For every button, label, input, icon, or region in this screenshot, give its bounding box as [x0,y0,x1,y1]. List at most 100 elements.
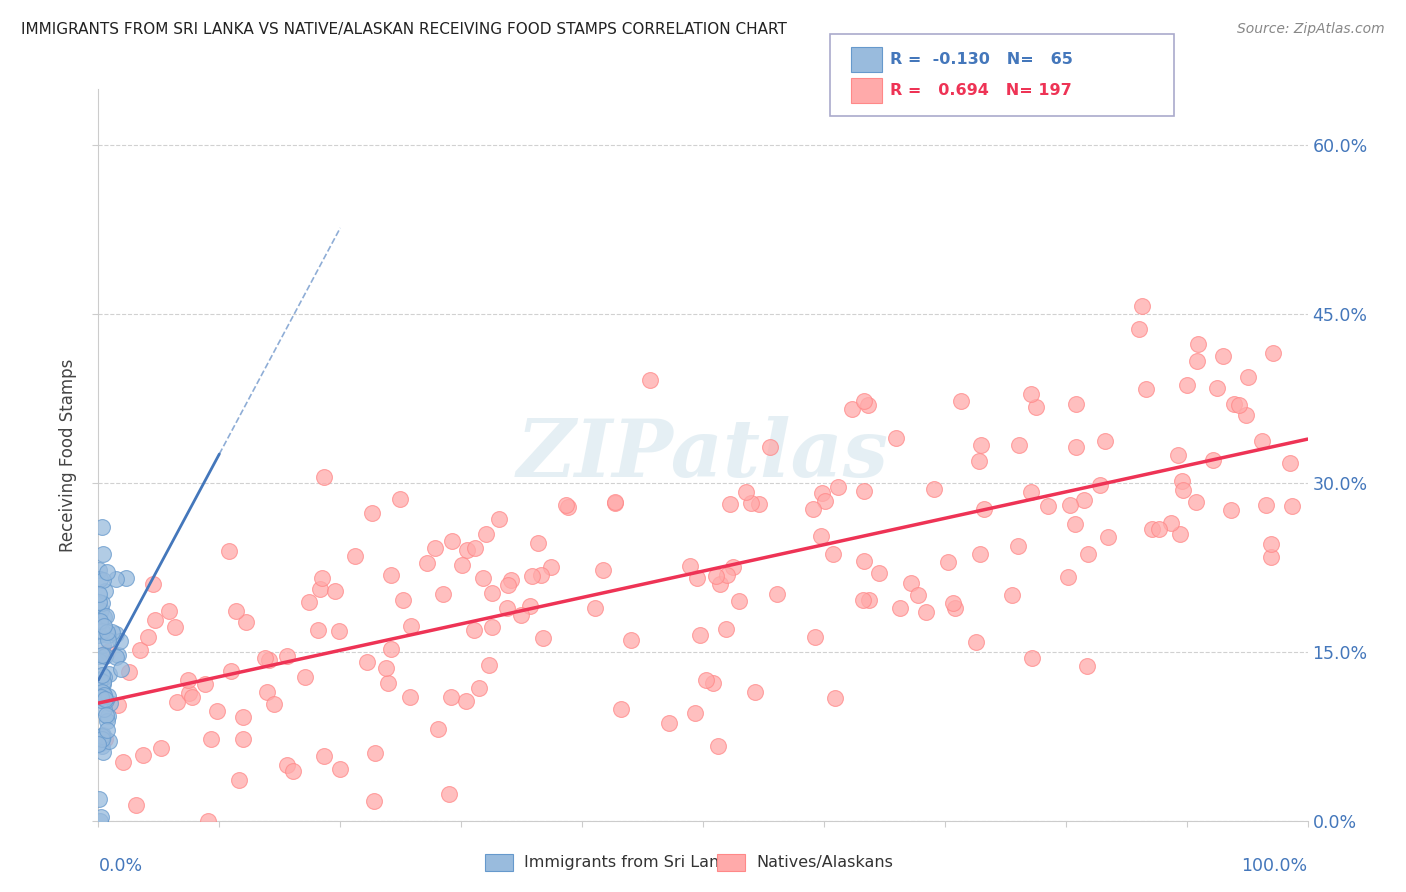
Point [1021,650,1043,665]
Point [142,576,165,591]
Point [1076,659,1098,673]
Point [94,692,117,706]
Point [1064,440,1087,454]
Point [714,622,737,636]
Point [91,732,114,747]
Point [94,707,117,722]
Point [329,763,352,777]
Point [481,620,503,634]
Point [853,393,876,408]
Point [748,497,770,511]
Point [104,572,127,586]
Point [1187,337,1209,351]
Point [93,619,115,633]
Text: Natives/Alaskans: Natives/Alaskans [756,855,893,870]
Point [90,520,112,534]
Point [1281,499,1303,513]
Point [91,668,114,682]
Point [685,706,707,720]
Text: IMMIGRANTS FROM SRI LANKA VS NATIVE/ALASKAN RECEIVING FOOD STAMPS CORRELATION CH: IMMIGRANTS FROM SRI LANKA VS NATIVE/ALAS… [21,22,787,37]
Point [530,568,553,582]
Point [380,641,402,656]
Point [679,559,702,574]
Point [90,602,112,616]
Point [225,604,247,618]
Point [97,632,120,647]
Point [620,632,643,647]
Point [922,482,945,496]
Point [1220,503,1243,517]
Point [309,582,332,596]
Point [509,607,531,622]
Point [96,693,118,707]
Point [949,393,972,408]
Point [531,632,554,646]
Point [938,555,960,569]
Point [93,730,115,744]
Text: R =  -0.130   N=   65: R = -0.130 N= 65 [890,53,1073,67]
Point [380,567,402,582]
Point [603,494,626,508]
Point [583,601,606,615]
Point [361,506,384,520]
Point [841,401,863,416]
Point [735,484,758,499]
Point [104,650,127,665]
Point [1185,495,1208,509]
Point [1167,448,1189,462]
Point [328,624,350,638]
Point [456,694,478,708]
Text: Immigrants from Sri Lanka: Immigrants from Sri Lanka [524,855,738,870]
Point [856,398,879,412]
Point [110,662,132,676]
Point [165,620,187,634]
Point [256,685,278,699]
Point [1036,500,1059,514]
Point [89,572,111,586]
Point [1170,527,1192,541]
Point [197,814,219,828]
Point [118,665,141,679]
Point [115,571,138,585]
Point [463,623,485,637]
Point [1140,522,1163,536]
Point [1260,549,1282,564]
Point [149,741,172,756]
Point [283,764,305,778]
Point [467,681,489,695]
Point [488,512,510,526]
Point [89,814,111,828]
Point [943,601,966,615]
Point [93,688,115,702]
Point [166,695,188,709]
Point [90,693,112,707]
Point [638,373,661,387]
Point [94,583,117,598]
Point [401,619,423,633]
Text: 100.0%: 100.0% [1241,857,1308,875]
Point [720,497,742,511]
Point [194,677,217,691]
Point [93,728,115,742]
Point [456,543,478,558]
Point [1202,452,1225,467]
Point [374,661,396,675]
Point [439,690,461,704]
Point [889,600,911,615]
Point [1063,517,1085,532]
Point [363,794,385,808]
Point [96,565,118,579]
Point [98,666,121,681]
Point [97,628,120,642]
Point [93,610,115,624]
Point [87,737,110,751]
Point [852,483,875,498]
Point [98,696,121,710]
Point [475,526,498,541]
Point [821,548,844,562]
Text: R =   0.694   N= 197: R = 0.694 N= 197 [890,83,1071,97]
Point [965,635,987,649]
Point [91,573,114,587]
Point [143,613,166,627]
Point [96,723,118,738]
